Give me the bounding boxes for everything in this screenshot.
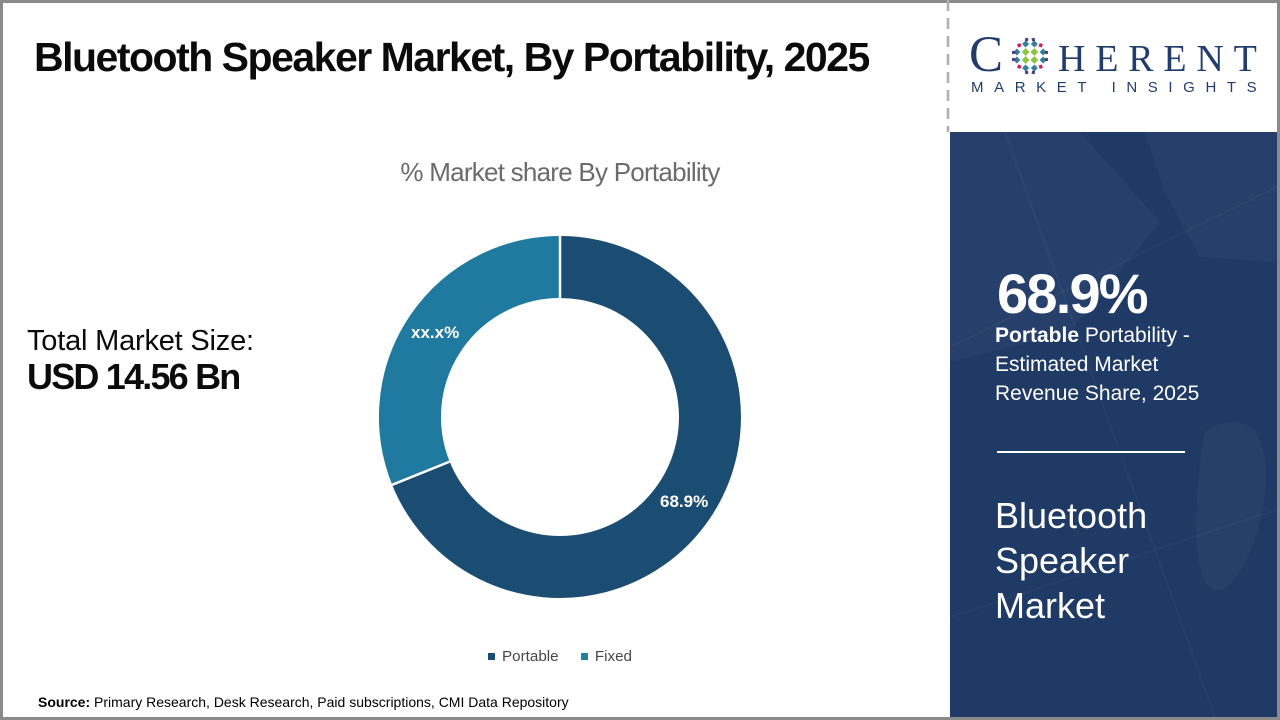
svg-text:C: C: [969, 27, 1003, 83]
svg-text:HERENT: HERENT: [1058, 38, 1267, 80]
svg-text:MARKET INSIGHTS: MARKET INSIGHTS: [971, 79, 1267, 96]
